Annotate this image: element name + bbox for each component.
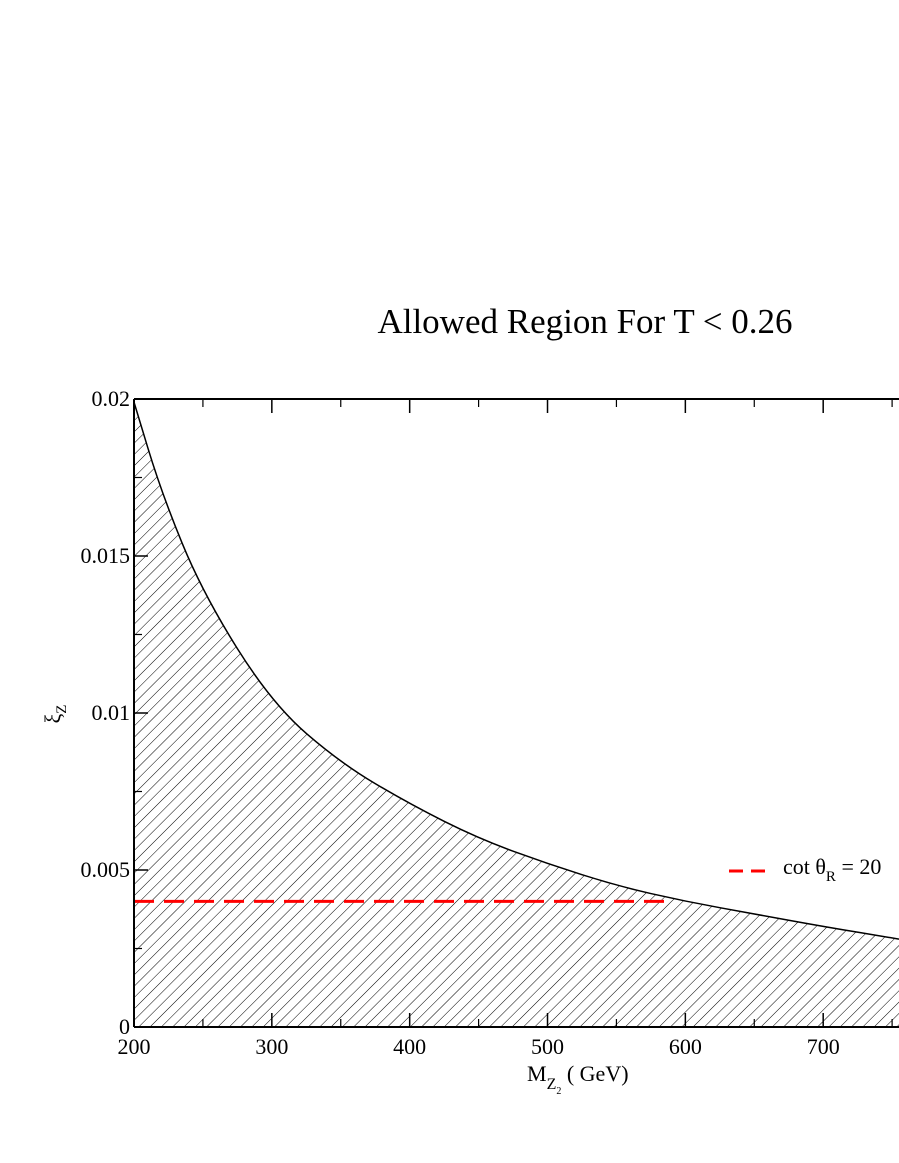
y-tick-label: 0.005 bbox=[81, 857, 131, 882]
allowed-region-hatch bbox=[134, 402, 899, 1027]
x-tick-label: 300 bbox=[255, 1034, 288, 1059]
x-tick-label: 400 bbox=[393, 1034, 426, 1059]
plot-area bbox=[133, 401, 899, 1027]
chart-title: Allowed Region For T < 0.26 bbox=[377, 302, 793, 341]
y-tick-label: 0 bbox=[119, 1014, 130, 1039]
legend-label: cot θR = 20 bbox=[783, 854, 881, 885]
x-tick-label: 600 bbox=[669, 1034, 702, 1059]
boundary-curve bbox=[133, 401, 899, 940]
x-axis-label: MZ2 ( GeV) bbox=[527, 1061, 629, 1097]
axes: 200 300 400 500 600 700 0 0.005 0.01 0.015 0.02 MZ2… bbox=[40, 386, 899, 1097]
x-tick-label: 700 bbox=[807, 1034, 840, 1059]
y-axis-label: ξZ bbox=[40, 705, 70, 724]
x-tick-label: 500 bbox=[531, 1034, 564, 1059]
x-tick-label: 200 bbox=[118, 1034, 151, 1059]
y-tick-label: 0.015 bbox=[81, 543, 131, 568]
y-tick-label: 0.02 bbox=[92, 386, 131, 411]
legend: cot θR = 20 bbox=[729, 854, 881, 885]
y-tick-label: 0.01 bbox=[92, 700, 131, 725]
